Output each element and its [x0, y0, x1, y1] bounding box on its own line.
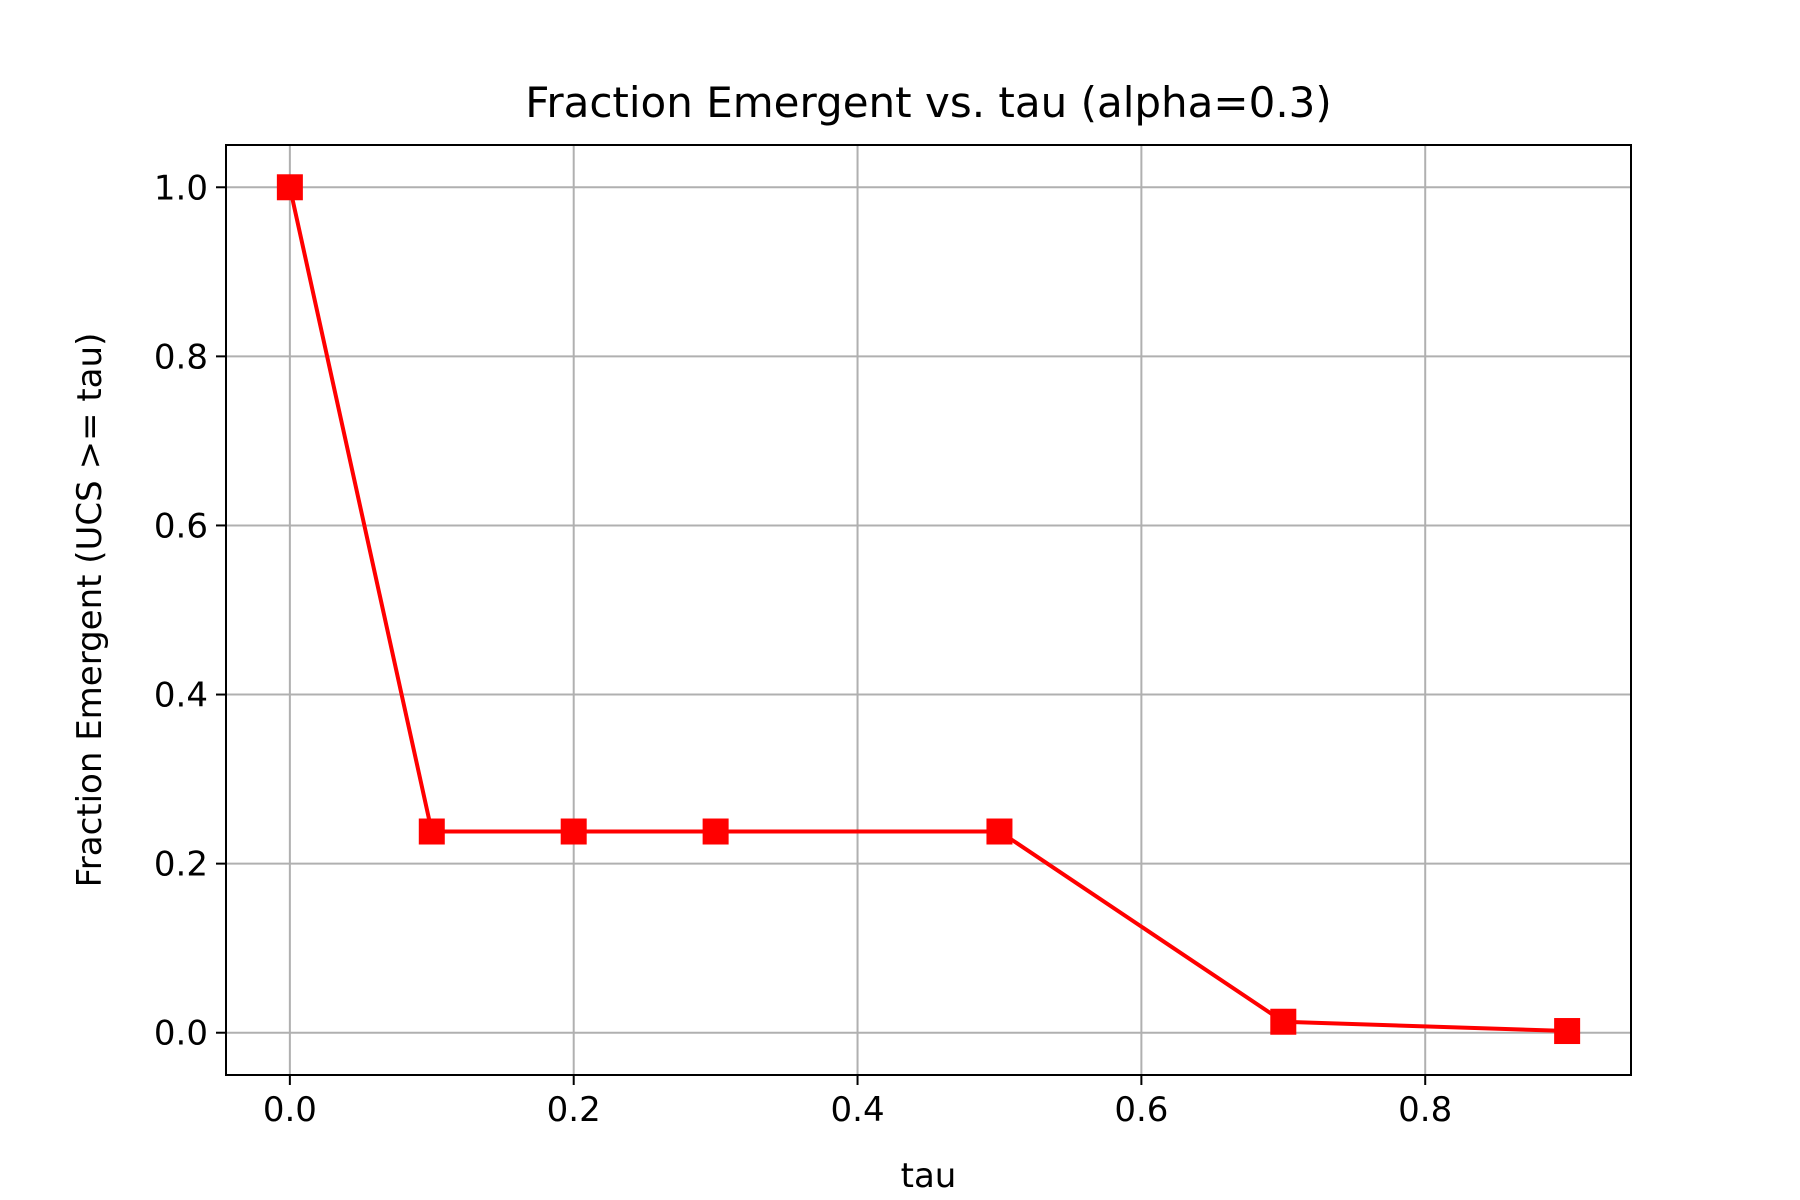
y-tick-label: 0.4 — [154, 676, 208, 716]
x-tick-label: 0.4 — [831, 1090, 885, 1130]
data-point-marker — [1554, 1018, 1581, 1045]
y-tick-label: 1.0 — [154, 168, 208, 208]
x-tick-label: 0.0 — [263, 1090, 317, 1130]
data-point-marker — [1270, 1008, 1297, 1035]
data-point-marker — [560, 818, 587, 845]
data-point-marker — [986, 818, 1013, 845]
y-tick-label: 0.0 — [154, 1014, 208, 1054]
x-tick-label: 0.2 — [547, 1090, 601, 1130]
tick-layer: 0.0 0.2 0.4 0.6 0.8 0.0 0.2 0.4 0.6 0.8 1.0 — [154, 168, 1452, 1130]
plot-frame — [225, 144, 1632, 1076]
y-tick-label: 0.6 — [154, 506, 208, 546]
x-tick-label: 0.8 — [1398, 1090, 1452, 1130]
grid-layer — [226, 145, 1631, 1075]
series-layer — [276, 174, 1581, 1045]
x-tick-label: 0.6 — [1114, 1090, 1168, 1130]
data-point-marker — [702, 818, 729, 845]
data-point-marker — [418, 818, 445, 845]
data-point-marker — [276, 174, 303, 201]
y-tick-label: 0.8 — [154, 337, 208, 377]
chart-title: Fraction Emergent vs. tau (alpha=0.3) — [525, 78, 1332, 127]
y-axis-title: Fraction Emergent (UCS >= tau) — [70, 333, 110, 888]
x-axis-title: tau — [901, 1156, 957, 1196]
y-tick-label: 0.2 — [154, 845, 208, 885]
